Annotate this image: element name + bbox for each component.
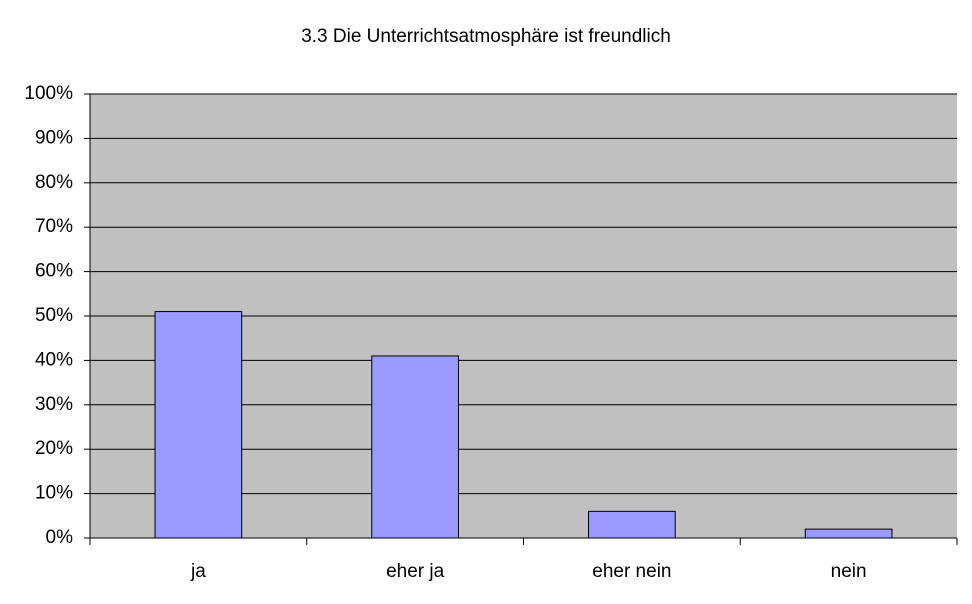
x-tick-label: eher ja [386, 561, 445, 582]
x-tick-label: nein [831, 561, 867, 582]
x-tick-label: eher nein [592, 561, 671, 582]
y-tick-label: 40% [35, 349, 73, 370]
y-tick-label: 20% [35, 438, 73, 459]
y-tick-label: 90% [35, 127, 73, 148]
y-tick-label: 100% [24, 83, 73, 104]
y-tick-label: 10% [35, 483, 73, 504]
bar [588, 510, 676, 539]
y-tick-label: 30% [35, 394, 73, 415]
bar [804, 528, 893, 539]
y-tick-label: 50% [35, 305, 73, 326]
y-tick-label: 70% [35, 216, 73, 237]
x-tick-label: ja [190, 561, 206, 582]
y-tick-label: 0% [46, 527, 74, 548]
bar [371, 355, 459, 539]
bar [154, 311, 243, 539]
y-tick-label: 60% [35, 261, 73, 282]
chart-title: 3.3 Die Unterrichtsatmosphäre ist freund… [301, 26, 671, 47]
y-tick-label: 80% [35, 172, 73, 193]
